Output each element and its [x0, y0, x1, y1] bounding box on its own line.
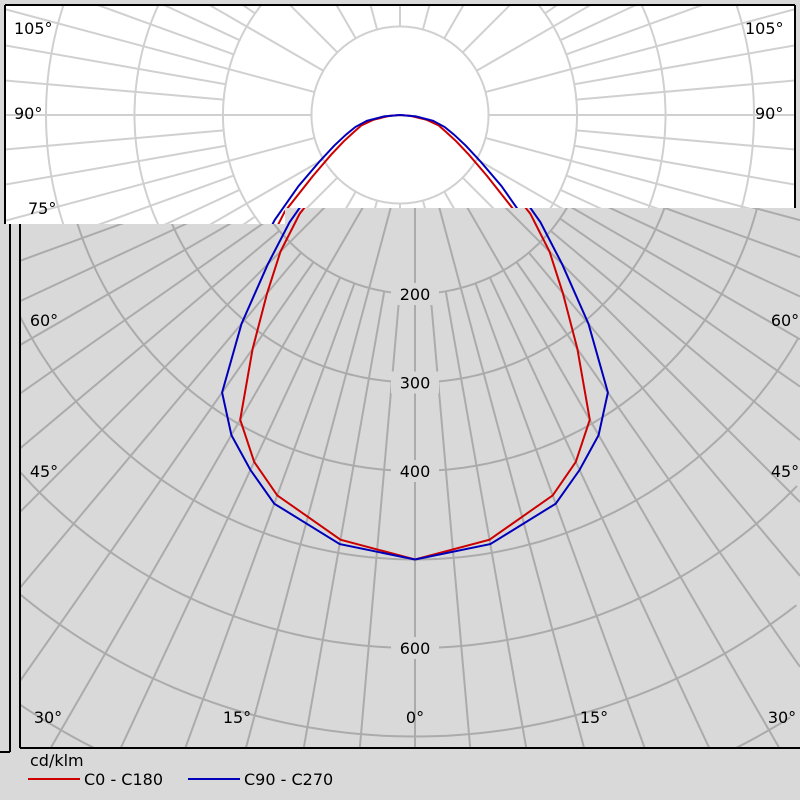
radial-line-165	[368, 5, 379, 30]
upper-plot-frame	[4, 4, 796, 224]
radial-line-55	[559, 217, 800, 388]
radial-line-30	[466, 208, 781, 748]
back-panel-frame	[0, 224, 11, 753]
ring-label-bg	[391, 460, 439, 482]
radial-line-25	[488, 276, 711, 748]
ring-600	[20, 470, 798, 649]
ring-label-200: 200	[400, 285, 431, 304]
ring-label-600: 600	[400, 639, 431, 658]
angle-label-60: 60°	[771, 311, 799, 330]
angle-label-0: 0°	[406, 708, 424, 727]
ring-label-bg	[391, 371, 439, 394]
radial-line-85	[576, 129, 795, 151]
radial-line-80	[574, 144, 795, 187]
radial-line-50	[20, 230, 281, 450]
radial-line-65	[5, 188, 241, 224]
ring-label-300: 300	[400, 374, 431, 393]
radial-line-45	[20, 208, 326, 514]
radial-line-45	[504, 208, 800, 503]
radial-line-50	[549, 230, 800, 441]
radial-line-165	[421, 5, 432, 30]
radial-line-85	[5, 129, 224, 151]
radial-line-95	[576, 79, 795, 101]
radial-line-70	[662, 208, 800, 259]
radial-line-80	[5, 144, 226, 187]
radial-line-60	[20, 208, 260, 347]
radial-line-25	[119, 276, 342, 748]
legend-label-c90: C90 - C270	[244, 770, 333, 789]
radial-line-125	[235, 5, 256, 15]
radial-line-115	[152, 5, 241, 42]
radial-line-100	[574, 43, 795, 86]
radial-line-110	[565, 5, 717, 56]
ring-400	[71, 208, 759, 472]
angle-label-75: 75°	[28, 199, 56, 218]
angle-label-105: 105°	[745, 19, 784, 38]
radial-line-120	[476, 5, 600, 72]
radial-line-15	[438, 208, 586, 748]
radial-line-40	[528, 251, 800, 577]
radial-line-30	[49, 208, 364, 748]
radial-line-35	[515, 261, 800, 668]
curve-c0-c180	[239, 208, 591, 561]
angle-label-60: 60°	[30, 311, 58, 330]
ring-label-400: 400	[400, 462, 431, 481]
curve-c90-c270	[221, 208, 609, 561]
radial-line-35	[20, 261, 315, 683]
ring-label-bg	[391, 283, 439, 305]
angle-label-15: 15°	[580, 708, 608, 727]
radial-line-60	[476, 158, 795, 224]
angle-labels: 0° 15° 15° 30° 30° 45° 45° 60° 60° 75° 90° 90° 105° 1…	[14, 19, 799, 727]
angle-label-90: 90°	[14, 104, 42, 123]
ring-200	[222, 5, 578, 224]
radial-line-105	[5, 6, 315, 94]
ring-300	[133, 5, 667, 224]
radial-line-55	[20, 217, 271, 395]
main-plot-frame	[19, 224, 800, 749]
radial-line-125	[544, 5, 565, 15]
radial-line-150	[443, 5, 468, 39]
radial-line-60	[5, 158, 324, 224]
radial-line-15	[244, 208, 392, 748]
radial-line-135	[284, 5, 339, 54]
ring-300	[164, 208, 666, 384]
legend-label-c0: C0 - C180	[84, 770, 163, 789]
radial-line-65	[607, 208, 800, 298]
ring-label-bg	[391, 637, 439, 659]
radial-line-105	[485, 6, 795, 94]
angle-label-30: 30°	[34, 708, 62, 727]
radial-line-40	[20, 251, 302, 590]
ring-200	[262, 208, 568, 295]
radial-line-75	[5, 136, 315, 224]
radial-line-70	[5, 174, 235, 224]
radial-line-60	[570, 208, 800, 341]
legend: cd/klm C0 - C180 C90 - C270	[28, 751, 333, 789]
angle-label-90: 90°	[755, 104, 783, 123]
radial-line-150	[332, 5, 357, 39]
radial-line-10	[302, 291, 386, 748]
radial-line-20	[474, 282, 646, 748]
angle-label-45: 45°	[771, 462, 799, 481]
radial-line-95	[5, 79, 224, 101]
curve-c90-c270	[206, 113, 594, 224]
ring-800	[20, 703, 791, 748]
angle-label-15: 15°	[223, 708, 251, 727]
angle-label-105: 105°	[14, 19, 53, 38]
radial-line-10	[444, 291, 528, 748]
radial-line-100	[5, 43, 226, 86]
angle-label-45: 45°	[30, 462, 58, 481]
unit-label: cd/klm	[30, 751, 84, 770]
radial-line-115	[559, 5, 648, 42]
angle-label-30: 30°	[768, 708, 796, 727]
radial-line-20	[184, 282, 356, 748]
radial-line-120	[200, 5, 324, 72]
radial-line-135	[461, 5, 516, 54]
radial-line-110	[83, 5, 235, 56]
